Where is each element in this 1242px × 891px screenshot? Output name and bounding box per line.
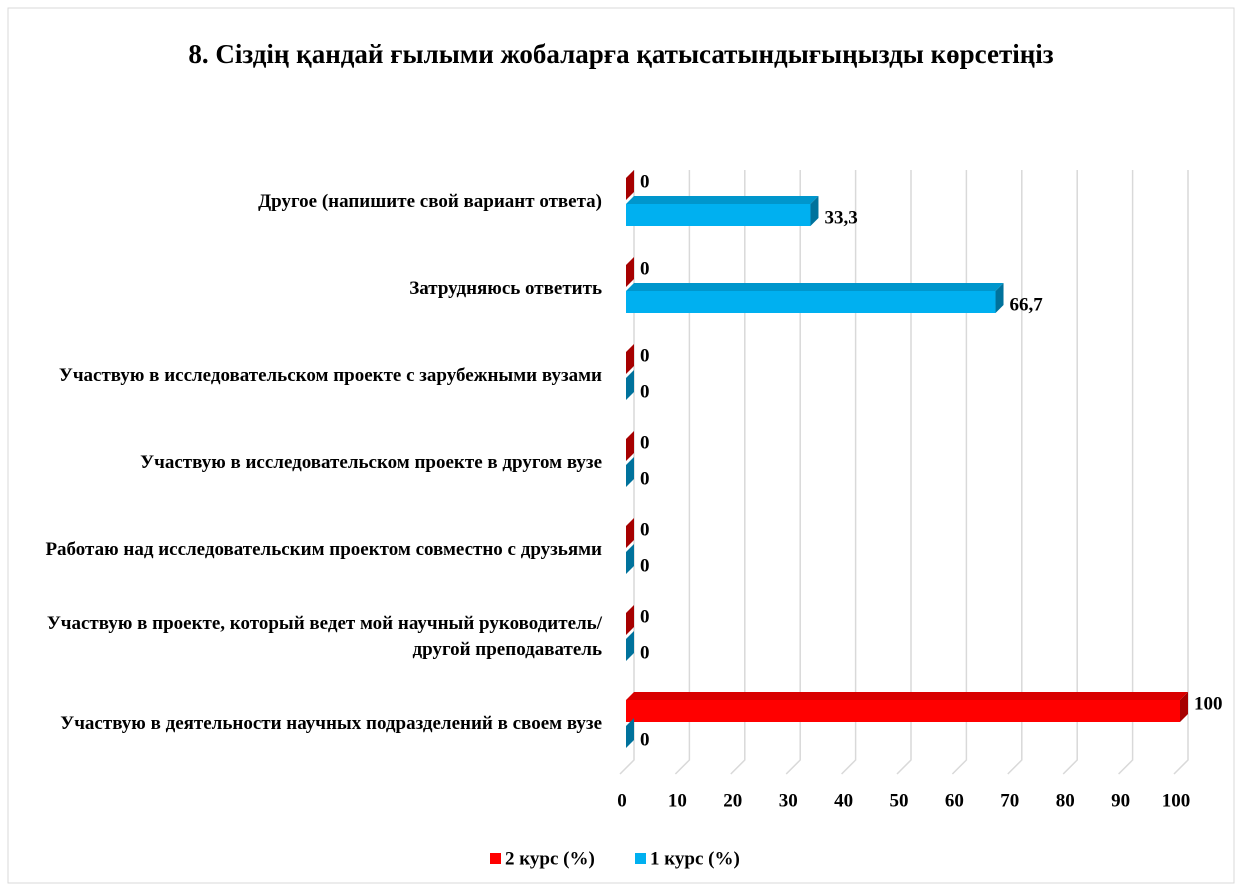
bar (626, 631, 634, 661)
grid-line (730, 170, 746, 775)
x-tick-label: 100 (1162, 790, 1191, 811)
grid-line (1007, 170, 1023, 775)
chart-border (7, 7, 1235, 884)
x-tick-label: 80 (1056, 790, 1075, 811)
x-tick-label: 70 (1000, 790, 1019, 811)
grid-line (674, 170, 691, 775)
value-label: 0 (640, 432, 650, 453)
x-tick-label: 90 (1111, 790, 1130, 811)
x-tick-label: 0 (617, 790, 627, 811)
category-label: Другое (напишите свой вариант ответа) (258, 191, 602, 212)
category-label: Участвую в проекте, который ведет мой на… (46, 613, 602, 660)
bar-side (626, 431, 634, 461)
bar-front (626, 291, 996, 313)
bar-side (626, 718, 634, 748)
legend-label: 2 курс (%) (505, 848, 595, 869)
value-label: 0 (640, 381, 650, 402)
bar (626, 692, 1188, 722)
grid-line (1062, 170, 1078, 775)
grid-line (785, 170, 801, 775)
bar-side (626, 631, 634, 661)
bar (626, 257, 634, 287)
bar-side (626, 170, 634, 200)
bar-top (626, 196, 819, 204)
value-label: 0 (640, 258, 650, 279)
grid-line (1118, 170, 1134, 775)
bar (626, 370, 634, 400)
grid-line (1173, 170, 1189, 775)
x-tick-label: 40 (834, 790, 853, 811)
category-label: Участвую в деятельности научных подразде… (60, 713, 602, 734)
legend-label: 1 курс (%) (650, 848, 740, 869)
x-tick-label: 30 (779, 790, 798, 811)
category-label: Участвую в исследовательском проекте в д… (140, 452, 602, 473)
value-label: 0 (640, 345, 650, 366)
bar-side (626, 457, 634, 487)
value-label: 0 (640, 606, 650, 627)
bar-side (626, 370, 634, 400)
bar-side (995, 283, 1004, 313)
bar-front (626, 204, 811, 226)
legend-swatch (490, 853, 501, 864)
value-label: 33,3 (824, 207, 857, 228)
grid-line (896, 170, 912, 775)
value-label: 0 (640, 642, 650, 663)
bar (626, 283, 1004, 313)
bar (626, 457, 634, 487)
value-label: 0 (640, 555, 650, 576)
bar (626, 718, 634, 748)
category-label: Затрудняюсь ответить (409, 278, 602, 299)
x-tick-label: 50 (890, 790, 909, 811)
x-tick-label: 10 (668, 790, 687, 811)
value-label: 0 (640, 171, 650, 192)
bar-top (626, 692, 1188, 700)
value-label: 0 (640, 729, 650, 750)
category-label: Участвую в исследовательском проекте с з… (58, 365, 602, 386)
value-label: 66,7 (1010, 294, 1044, 315)
bar (626, 170, 634, 200)
bar-side (626, 518, 634, 548)
x-tick-label: 20 (723, 790, 742, 811)
chart-title: 8. Сіздің қандай ғылыми жобаларға қатыса… (188, 39, 1054, 69)
bar (626, 605, 634, 635)
bar-top (626, 283, 1004, 291)
bar-side (1180, 692, 1188, 722)
value-label: 0 (640, 468, 650, 489)
category-label: Работаю над исследовательским проектом с… (45, 539, 602, 560)
bar (626, 431, 634, 461)
bar-side (626, 544, 634, 574)
bar (626, 518, 634, 548)
bar (626, 544, 634, 574)
grid-line (951, 170, 968, 775)
x-tick-label: 60 (945, 790, 964, 811)
bar-side (626, 605, 634, 635)
value-label: 0 (640, 519, 650, 540)
legend-swatch (635, 853, 646, 864)
bar (626, 196, 819, 226)
bar-side (626, 257, 634, 287)
bar-side (626, 344, 634, 374)
grid-line (841, 170, 857, 775)
bar (626, 344, 634, 374)
bar-side (810, 196, 819, 226)
bar-front (626, 700, 1180, 722)
value-label: 100 (1194, 693, 1223, 714)
grid-line (619, 170, 635, 775)
